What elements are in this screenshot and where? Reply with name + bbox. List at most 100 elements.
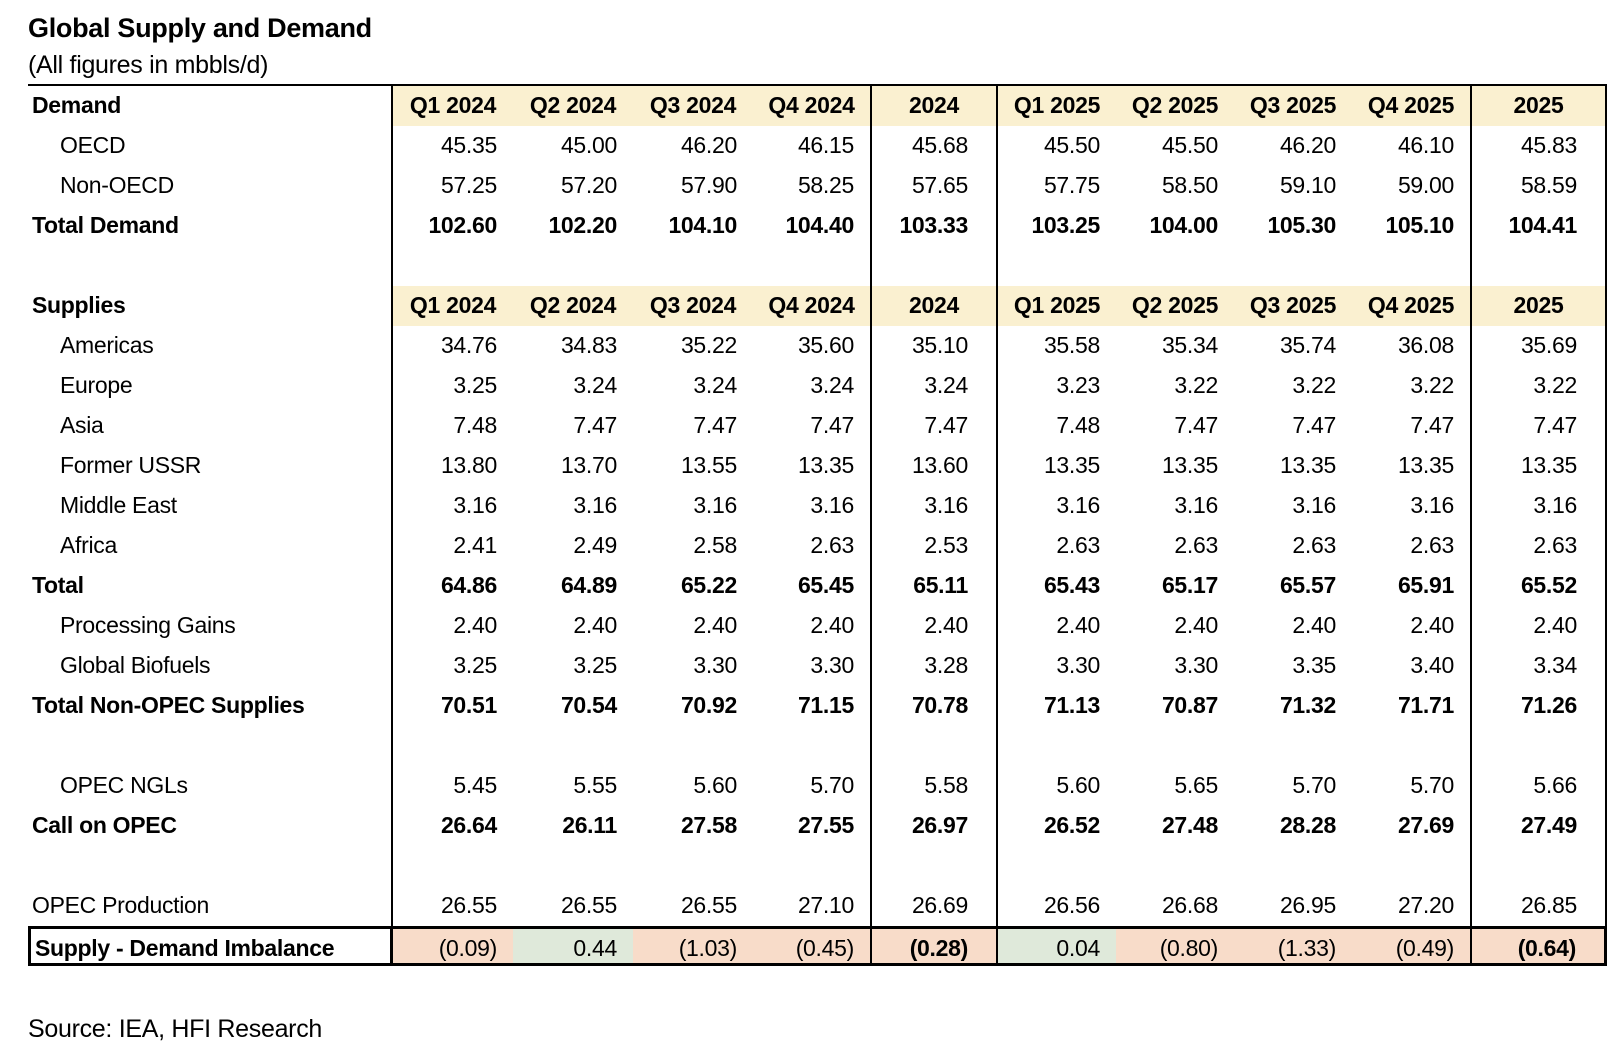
table-cell: 35.60	[753, 326, 872, 366]
blank-cell	[633, 246, 753, 286]
table-cell: 57.25	[440, 172, 497, 198]
table-cell: 26.56	[1043, 892, 1100, 918]
table-cell: 3.28	[872, 646, 998, 686]
blank-cell	[633, 846, 753, 886]
table-cell: 13.55	[680, 452, 737, 478]
blank-cell	[753, 846, 872, 886]
table-cell: 65.57	[1279, 572, 1336, 598]
table-cell: 57.20	[560, 172, 617, 198]
table-cell: 65.52	[1472, 566, 1607, 606]
table-cell: 2.40	[1292, 612, 1336, 638]
table-cell: 45.00	[560, 132, 617, 158]
table-cell: 13.35	[1043, 452, 1100, 478]
table-cell: 65.11	[872, 566, 998, 606]
row-label: Asia	[28, 406, 393, 446]
table-cell: 5.66	[1472, 766, 1607, 806]
table-cell: 0.44	[513, 926, 633, 966]
table-cell: 2.49	[573, 532, 617, 558]
table-cell: 65.43	[1043, 572, 1100, 598]
table-cell: (0.45)	[753, 926, 872, 966]
blank-cell	[513, 246, 633, 286]
table-cell: 3.22	[1472, 366, 1607, 406]
column-header: 2024	[872, 86, 998, 126]
table-cell: 2.40	[753, 606, 872, 646]
table-cell: 71.26	[1472, 686, 1607, 726]
blank-cell	[1472, 846, 1607, 886]
table-cell: 70.87	[1161, 692, 1218, 718]
table-cell: 26.97	[872, 806, 998, 846]
row-label: Total Non-OPEC Supplies	[28, 686, 393, 726]
table-cell: (1.03)	[633, 926, 753, 966]
page-subtitle: (All figures in mbbls/d)	[28, 51, 269, 79]
section-header-supplies: Supplies	[28, 286, 393, 326]
table-cell: 3.30	[1174, 652, 1218, 678]
table-cell: 59.10	[1279, 172, 1336, 198]
table-cell: 3.22	[1352, 366, 1472, 406]
row-label: Americas	[28, 326, 393, 366]
table-cell: 7.47	[1174, 412, 1218, 438]
table-cell: 3.22	[1292, 372, 1336, 398]
table-cell: 2.63	[1292, 532, 1336, 558]
table-cell: 3.16	[872, 486, 998, 526]
table-cell: 2.40	[1056, 612, 1100, 638]
table-cell: 3.30	[753, 646, 872, 686]
row-label: Middle East	[28, 486, 393, 526]
blank-cell	[393, 246, 513, 286]
table-cell: 5.60	[1056, 772, 1100, 798]
table-cell: 70.51	[440, 692, 497, 718]
row-label: Total	[28, 566, 393, 606]
table-cell: 2.40	[1472, 606, 1607, 646]
table-cell: 59.00	[1352, 166, 1472, 206]
table-cell: 34.83	[560, 332, 617, 358]
blank-cell	[28, 246, 393, 286]
table-cell: 3.16	[453, 492, 497, 518]
table-cell: 3.25	[573, 652, 617, 678]
column-header: 2025	[1472, 286, 1607, 326]
blank-cell	[998, 846, 1116, 886]
supply-demand-table: Demand Q1 2024 Q2 2024 Q3 2024 Q4 2024 2024 Q1…	[28, 84, 1607, 966]
table-cell: 2.40	[1352, 606, 1472, 646]
table-cell: 71.71	[1352, 686, 1472, 726]
table-cell: 35.34	[1161, 332, 1218, 358]
table-cell: 35.69	[1472, 326, 1607, 366]
table-cell: 3.16	[753, 486, 872, 526]
column-header: Q1 2025	[998, 286, 1116, 326]
column-header: Q3 2025	[1234, 286, 1352, 326]
table-cell: 57.65	[872, 166, 998, 206]
table-cell: 104.41	[1472, 206, 1607, 246]
blank-cell	[998, 726, 1116, 766]
table-cell: 3.16	[693, 492, 737, 518]
table-cell: 65.17	[1161, 572, 1218, 598]
blank-cell	[393, 726, 513, 766]
table-cell: 46.15	[753, 126, 872, 166]
table-cell: 26.95	[1279, 892, 1336, 918]
table-cell: 103.25	[1031, 212, 1100, 238]
table-cell: 13.70	[560, 452, 617, 478]
table-cell: 3.30	[1056, 652, 1100, 678]
column-header: Q2 2025	[1116, 86, 1234, 126]
table-cell: 57.75	[1043, 172, 1100, 198]
table-cell: 5.65	[1174, 772, 1218, 798]
table-cell: 71.32	[1279, 692, 1336, 718]
blank-cell	[393, 846, 513, 886]
table-cell: 2.63	[1174, 532, 1218, 558]
column-header: Q2 2024	[513, 286, 633, 326]
table-cell: 2.41	[453, 532, 497, 558]
table-cell: 105.30	[1267, 212, 1336, 238]
blank-cell	[1234, 846, 1352, 886]
table-cell: 26.85	[1472, 886, 1607, 926]
table-cell: 7.47	[573, 412, 617, 438]
table-cell: 28.28	[1279, 812, 1336, 838]
table-cell: 5.60	[693, 772, 737, 798]
table-cell: 5.45	[453, 772, 497, 798]
table-cell: 3.24	[573, 372, 617, 398]
table-cell: 26.52	[1043, 812, 1100, 838]
table-cell: 105.10	[1352, 206, 1472, 246]
column-header: Q4 2024	[753, 286, 872, 326]
table-cell: 35.10	[872, 326, 998, 366]
table-cell: 3.24	[872, 366, 998, 406]
table-cell: 26.55	[680, 892, 737, 918]
table-cell: 27.20	[1352, 886, 1472, 926]
blank-cell	[633, 726, 753, 766]
table-cell: 45.50	[1043, 132, 1100, 158]
